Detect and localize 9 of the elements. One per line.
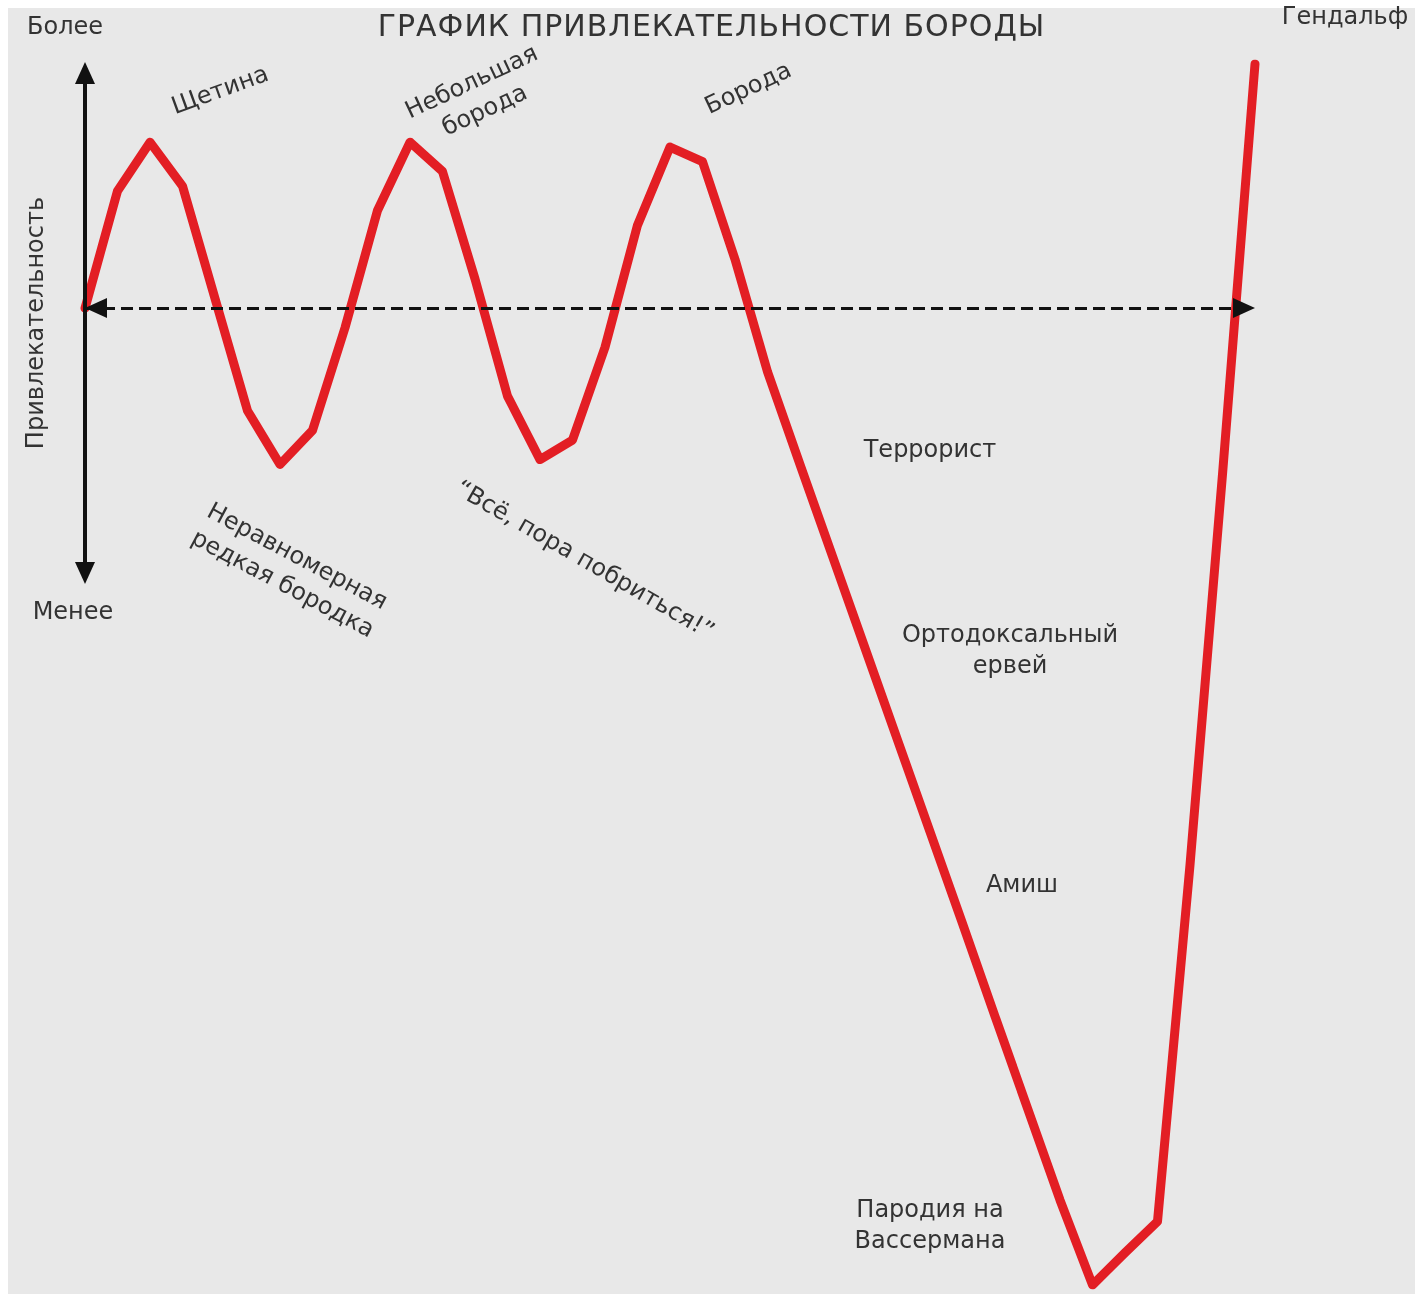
text: Гендальф — [1281, 1, 1409, 33]
annotation: Пародия на Вассермана — [854, 1193, 1006, 1256]
y-axis-title: Привлекательность — [21, 196, 49, 450]
annotation: Ортодоксальный ервей — [901, 618, 1119, 681]
chart-title: ГРАФИК ПРИВЛЕКАТЕЛЬНОСТИ БОРОДЫ — [377, 8, 1046, 43]
annotation: Амиш — [985, 869, 1059, 901]
annotation: Менее — [32, 596, 114, 628]
text: Более — [26, 11, 104, 43]
annotation: Террорист — [863, 434, 997, 466]
